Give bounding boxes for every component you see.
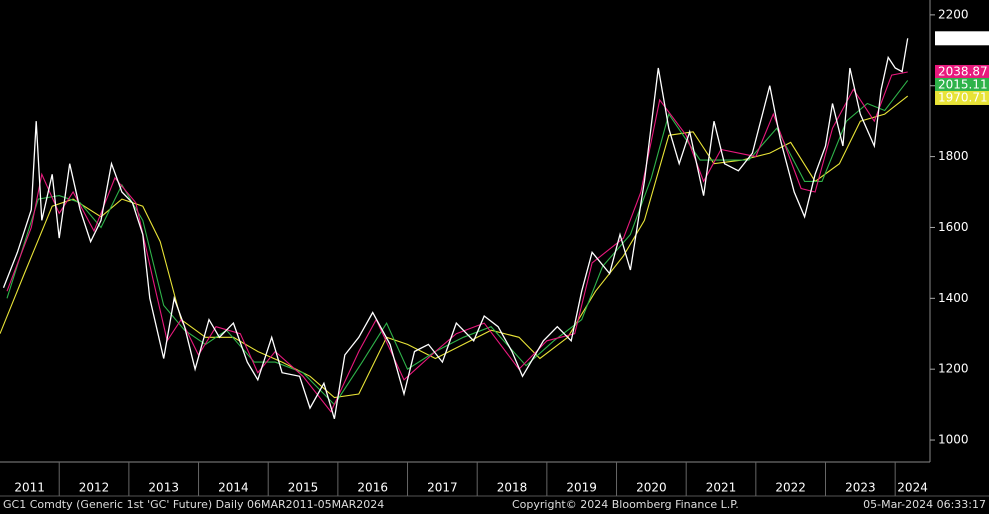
x-tick-label: 2011 (14, 481, 45, 495)
last-value-box (935, 64, 989, 79)
x-tick-label: 2012 (79, 481, 110, 495)
footer-timestamp: 05-Mar-2024 06:33:17 (863, 498, 986, 511)
x-tick-label: 2018 (497, 481, 528, 495)
last-value-box (935, 90, 989, 105)
x-tick-label: 2014 (218, 481, 249, 495)
footer-copyright: Copyright© 2024 Bloomberg Finance L.P. (512, 498, 739, 511)
y-tick-label: 2200 (938, 7, 969, 21)
series-line (6, 71, 908, 413)
last-value-label: 2133.90 (938, 31, 988, 45)
x-tick-label: 2015 (288, 481, 319, 495)
x-tick-label: 2021 (706, 481, 737, 495)
series-line (2, 38, 909, 419)
last-value-box (935, 77, 989, 92)
x-tick-label: 2020 (636, 481, 667, 495)
last-value-box (935, 31, 989, 46)
y-tick-label: 1600 (938, 220, 969, 234)
y-tick-label: 1800 (938, 149, 969, 163)
x-tick-label: 2017 (427, 481, 458, 495)
x-tick-label: 2019 (566, 481, 597, 495)
x-tick-label: 2016 (357, 481, 388, 495)
y-tick-label: 1400 (938, 291, 969, 305)
x-tick-label: 2023 (845, 481, 876, 495)
x-tick-label: 2022 (775, 481, 806, 495)
x-tick-label: 2024 (897, 481, 928, 495)
last-value-label: 2015.11 (938, 77, 988, 91)
y-tick-label: 1000 (938, 433, 969, 447)
y-tick-label: 1200 (938, 362, 969, 376)
x-tick-label: 2013 (148, 481, 179, 495)
last-value-label: 1970.71 (938, 90, 988, 104)
last-value-label: 2038.87 (938, 64, 988, 78)
series-line (0, 95, 909, 399)
footer-ticker: GC1 Comdty (Generic 1st 'GC' Future) Dai… (3, 498, 384, 511)
